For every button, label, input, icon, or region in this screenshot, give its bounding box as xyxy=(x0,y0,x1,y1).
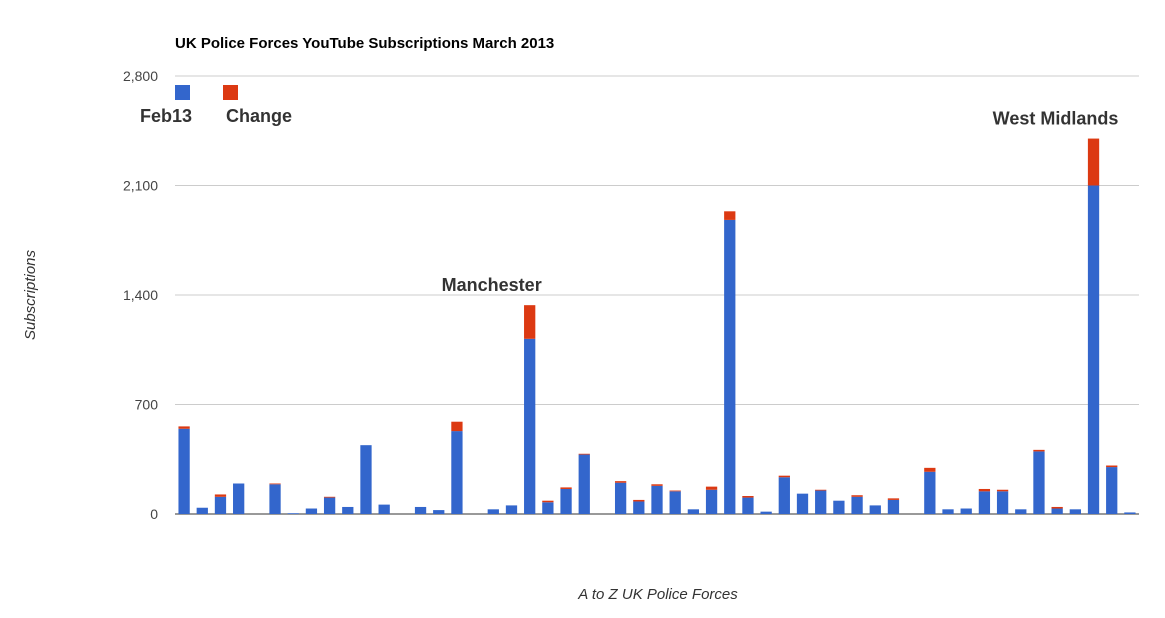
bar-feb13 xyxy=(287,513,299,514)
bar-feb13 xyxy=(487,509,499,514)
bar-feb13 xyxy=(1015,509,1027,514)
bar-feb13 xyxy=(669,491,681,514)
legend-swatch-feb13 xyxy=(175,85,190,100)
y-tick-label: 0 xyxy=(150,506,158,522)
bar-change xyxy=(1087,138,1100,186)
legend-label-feb13: Feb13 xyxy=(140,106,192,126)
bar-change xyxy=(924,467,936,472)
gridlines xyxy=(175,75,1139,515)
y-tick-label: 2,100 xyxy=(123,178,158,194)
bar-change xyxy=(742,496,754,498)
bar-feb13 xyxy=(996,491,1009,514)
bar-feb13 xyxy=(214,496,227,514)
bar-feb13 xyxy=(687,509,700,514)
bar-feb13 xyxy=(433,510,445,514)
bar-feb13 xyxy=(323,497,336,514)
bar-feb13 xyxy=(505,505,518,514)
bar-feb13 xyxy=(305,508,318,514)
bar-feb13 xyxy=(633,501,645,514)
y-tick-label: 1,400 xyxy=(123,287,158,303)
bar-change xyxy=(633,499,645,502)
bar-change xyxy=(978,488,991,492)
bar-change xyxy=(1033,449,1045,452)
bar-feb13 xyxy=(815,490,827,514)
y-axis-title: Subscriptions xyxy=(22,249,39,340)
bar-feb13 xyxy=(942,509,954,514)
bar-feb13 xyxy=(1069,509,1081,514)
y-axis-ticks: 0 700 1,400 2,100 2,800 xyxy=(123,68,158,522)
bar-feb13 xyxy=(269,484,281,514)
legend-swatch-change xyxy=(223,85,238,100)
bar-feb13 xyxy=(651,485,663,514)
bar-feb13 xyxy=(614,482,627,514)
bar-feb13 xyxy=(378,504,390,514)
bar-change xyxy=(705,486,718,490)
bar-feb13 xyxy=(233,483,245,514)
bar-change xyxy=(651,484,663,486)
bar-feb13 xyxy=(1124,512,1136,514)
bar-feb13 xyxy=(924,471,936,514)
bar-feb13 xyxy=(778,477,790,514)
bar-feb13 xyxy=(724,219,736,514)
bar-change xyxy=(851,495,863,497)
bar-feb13 xyxy=(542,502,554,514)
bar-change xyxy=(451,421,463,432)
bar-change xyxy=(323,496,336,498)
bar-change xyxy=(778,475,790,478)
bar-feb13 xyxy=(1106,467,1118,514)
bar-feb13 xyxy=(1051,508,1063,514)
bar-feb13 xyxy=(196,507,208,514)
bar-feb13 xyxy=(578,454,590,514)
bar-feb13 xyxy=(451,431,463,514)
bar-feb13 xyxy=(360,445,372,514)
bar-feb13 xyxy=(960,508,972,514)
bar-feb13 xyxy=(760,511,772,514)
bar-change xyxy=(1106,465,1118,468)
bar-feb13 xyxy=(851,496,863,514)
bar-change xyxy=(542,500,554,503)
chart-title: UK Police Forces YouTube Subscriptions M… xyxy=(175,35,554,52)
legend: Feb13 Change xyxy=(140,85,292,126)
annotation-label: West Midlands xyxy=(993,109,1119,129)
bar-feb13 xyxy=(869,505,881,514)
bar-change xyxy=(524,305,536,339)
bar-feb13 xyxy=(178,428,190,514)
bar-feb13 xyxy=(560,488,572,514)
bar-change xyxy=(560,487,572,489)
annotation-label: Manchester xyxy=(442,275,542,295)
bar-feb13 xyxy=(342,506,354,514)
bar-change xyxy=(669,490,681,492)
bar-change xyxy=(269,483,281,485)
bar-feb13 xyxy=(1087,185,1100,514)
bar-feb13 xyxy=(742,497,754,514)
bar-change xyxy=(1051,506,1063,509)
bars xyxy=(178,138,1136,514)
bar-feb13 xyxy=(833,500,845,514)
bar-change xyxy=(996,489,1009,492)
bar-change xyxy=(887,498,900,500)
bar-change xyxy=(614,481,627,483)
bar-feb13 xyxy=(887,499,900,514)
bar-change xyxy=(578,453,590,455)
bar-change xyxy=(214,494,227,497)
legend-label-change: Change xyxy=(226,106,292,126)
annotations: Manchester West Midlands xyxy=(442,109,1119,296)
bar-feb13 xyxy=(1033,451,1045,514)
bar-change xyxy=(815,489,827,491)
y-tick-label: 2,800 xyxy=(123,68,158,84)
bar-feb13 xyxy=(414,506,427,514)
bar-feb13 xyxy=(796,493,809,514)
bar-feb13 xyxy=(524,338,536,514)
bar-feb13 xyxy=(978,491,991,514)
bar-change xyxy=(724,211,736,220)
y-tick-label: 700 xyxy=(135,397,159,413)
bar-change xyxy=(178,426,190,429)
x-axis-title: A to Z UK Police Forces xyxy=(577,586,738,603)
bar-feb13 xyxy=(705,489,718,514)
